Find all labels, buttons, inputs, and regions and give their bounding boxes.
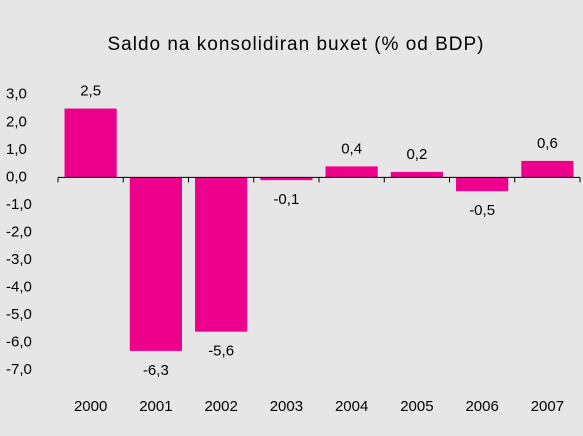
bar [456, 177, 509, 192]
x-tick-label: 2004 [335, 398, 368, 415]
y-tick-label: -6,0 [6, 334, 32, 351]
y-tick-label: -1,0 [6, 196, 32, 213]
bar [195, 177, 248, 332]
y-tick-label: -4,0 [6, 279, 32, 296]
bar [129, 177, 182, 351]
x-tick-label: 2003 [270, 398, 303, 415]
x-tick-label: 2005 [400, 398, 433, 415]
bar [390, 171, 443, 178]
value-label: 0,6 [537, 135, 558, 152]
value-label: 0,4 [341, 140, 362, 157]
value-label: -0,1 [273, 191, 299, 208]
value-label: 2,5 [80, 83, 101, 100]
value-label: -5,6 [208, 343, 234, 360]
value-label: -6,3 [143, 362, 169, 379]
y-tick-label: -3,0 [6, 251, 32, 268]
y-tick-label: 2,0 [6, 113, 27, 130]
y-tick-label: -2,0 [6, 223, 32, 240]
value-label: -0,5 [469, 202, 495, 219]
x-tick-label: 2006 [465, 398, 498, 415]
x-tick-label: 2000 [74, 398, 107, 415]
y-tick-label: -5,0 [6, 306, 32, 323]
x-tick-label: 2001 [139, 398, 172, 415]
bar [521, 160, 574, 178]
bar [325, 166, 378, 178]
x-tick-label: 2002 [204, 398, 237, 415]
value-label: 0,2 [406, 146, 427, 163]
y-tick-label: 1,0 [6, 141, 27, 158]
bar [64, 108, 117, 178]
y-tick-label: -7,0 [6, 361, 32, 378]
bar [260, 177, 313, 181]
y-tick-label: 0,0 [6, 168, 27, 185]
y-tick-label: 3,0 [6, 86, 27, 103]
x-tick-label: 2007 [531, 398, 564, 415]
chart-title: Saldo na konsolidiran buxet (% od BDP) [107, 34, 484, 55]
